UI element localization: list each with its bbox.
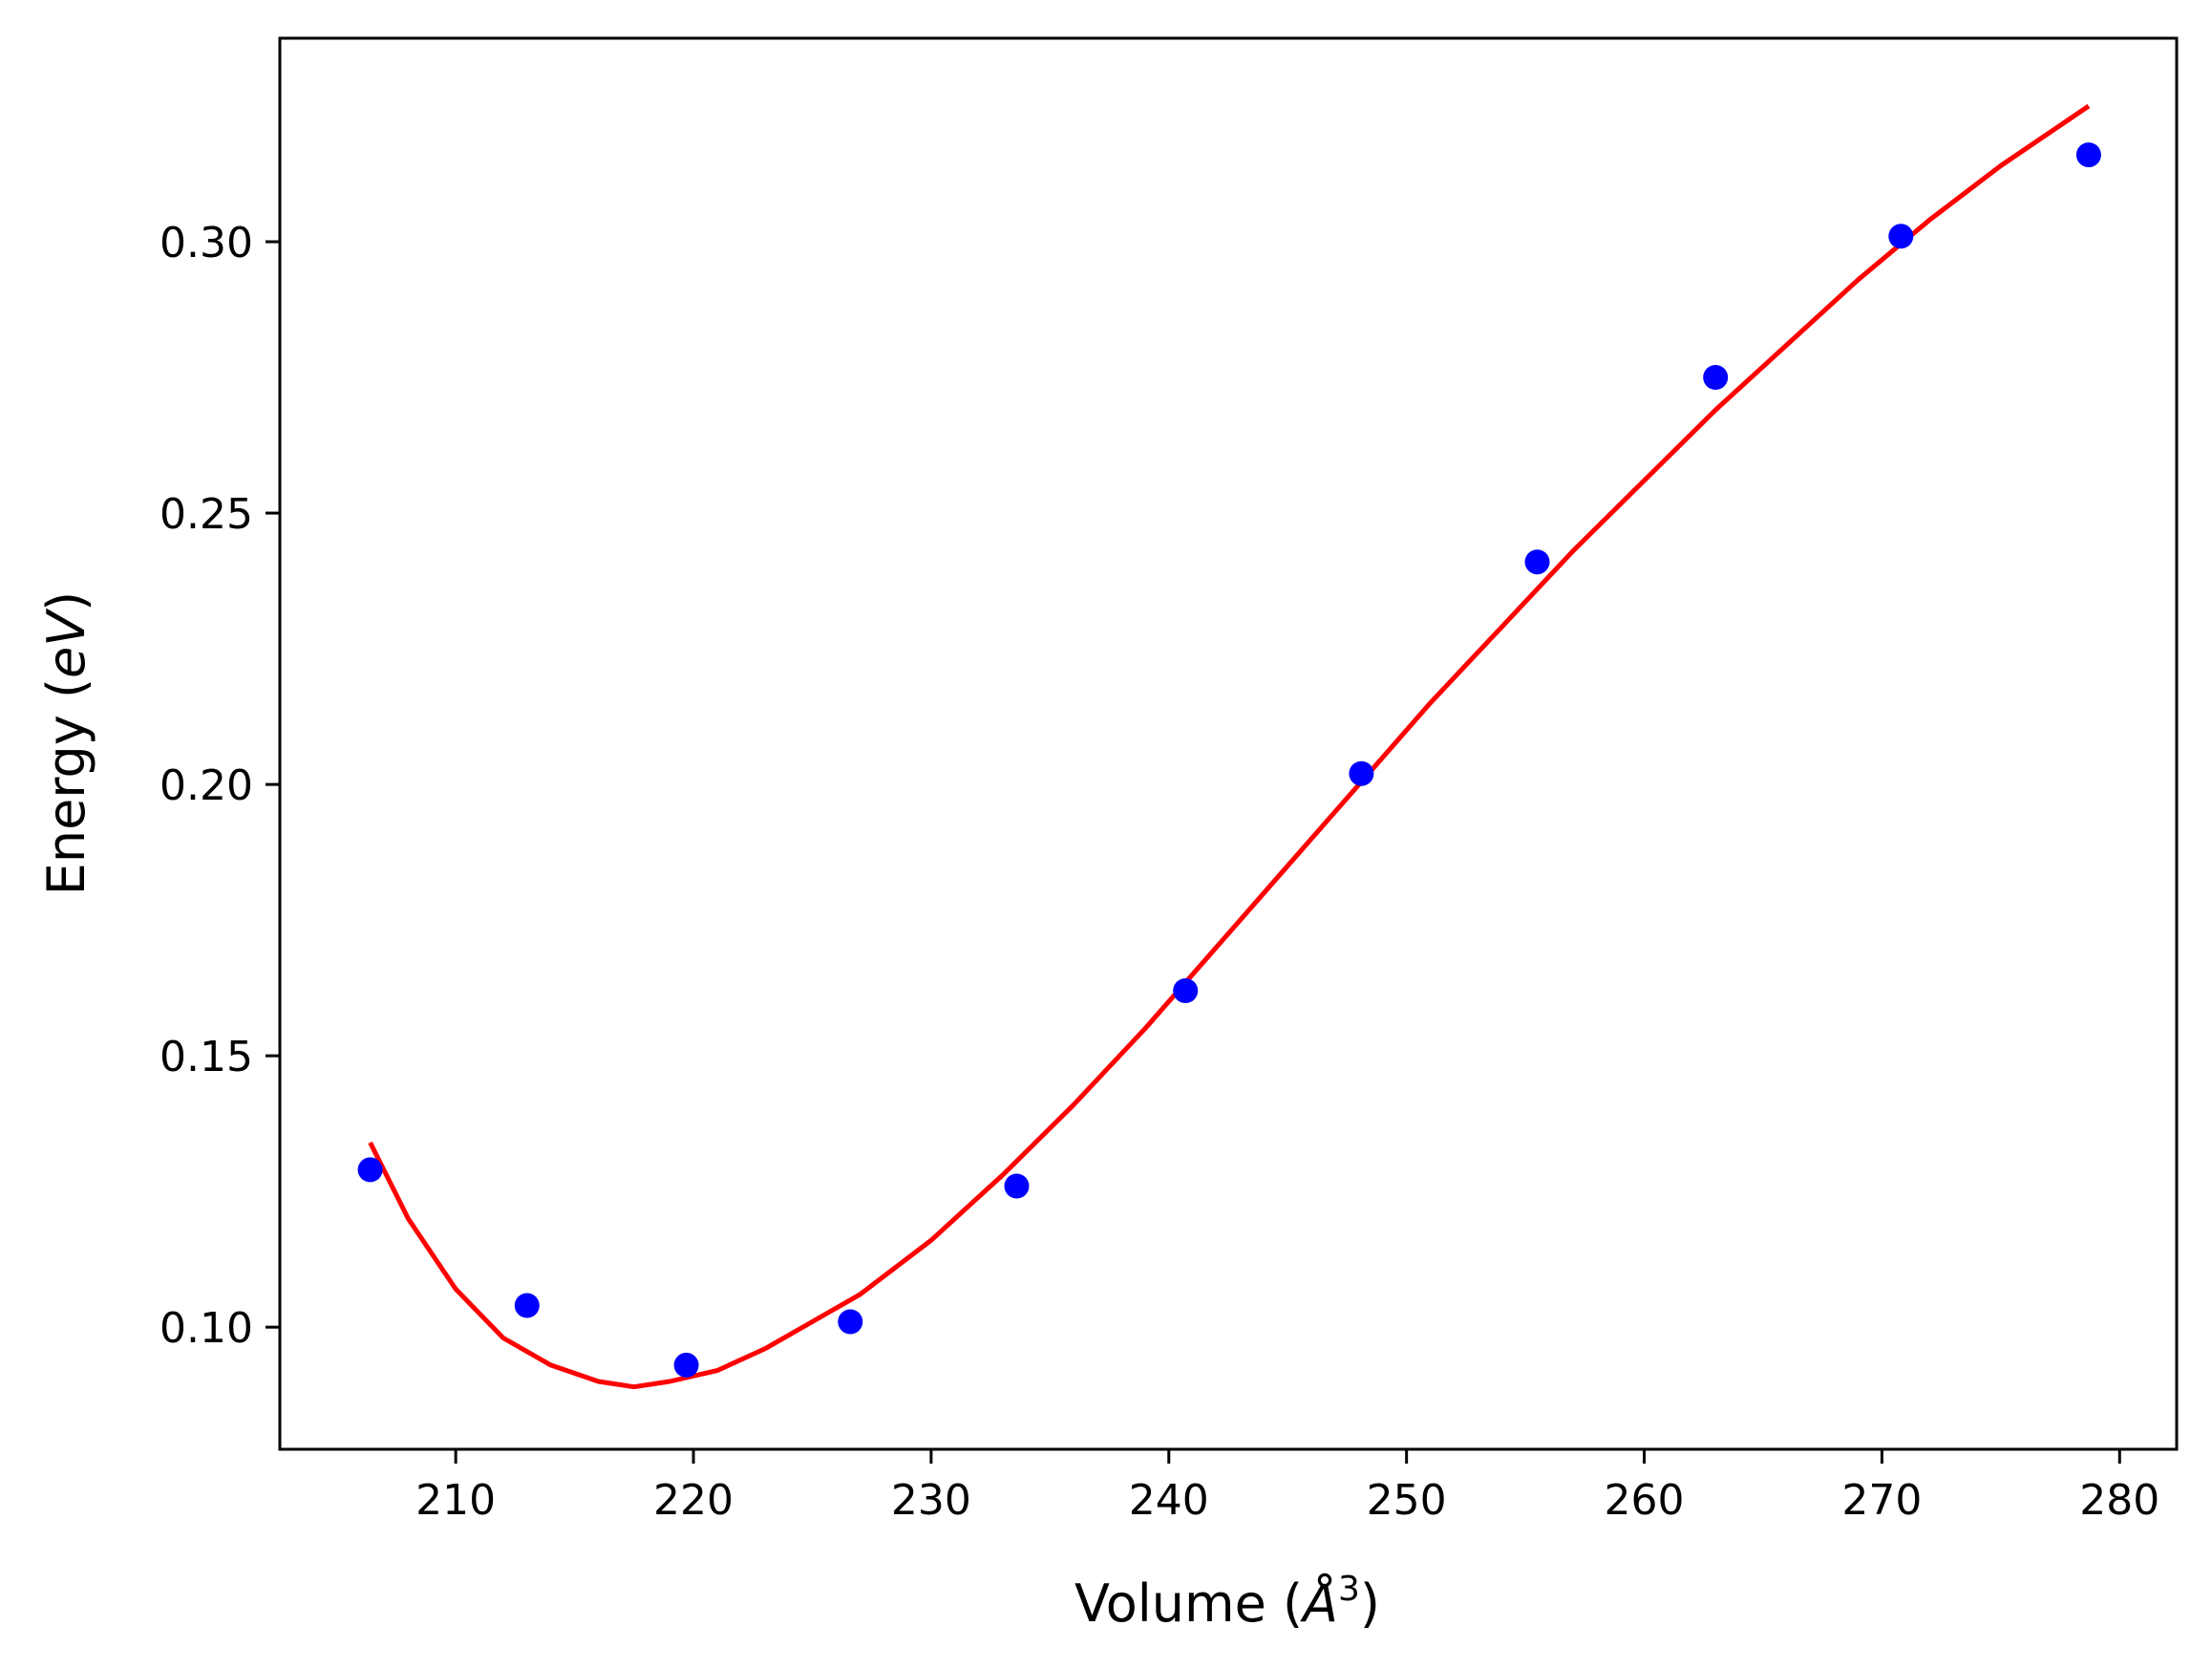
data-point — [838, 1309, 863, 1335]
plot-frame — [278, 36, 2179, 1451]
data-point — [2075, 142, 2101, 168]
fit-line — [368, 103, 2091, 1390]
x-axis: 210 220 230 240 250 260 270 280 — [415, 1449, 2159, 1525]
x-tick-label: 210 — [415, 1476, 496, 1525]
x-tick-label: 260 — [1605, 1476, 1685, 1525]
data-point — [1524, 549, 1550, 575]
data-point — [514, 1293, 540, 1318]
data-point — [1004, 1173, 1030, 1199]
x-tick-label: 220 — [653, 1476, 734, 1525]
x-tick-label: 250 — [1367, 1476, 1447, 1525]
fit-line-layer — [368, 103, 2091, 1390]
y-tick-label: 0.15 — [160, 1033, 253, 1081]
x-axis-label-prefix: Volume ( — [1074, 1573, 1303, 1634]
data-point — [357, 1157, 383, 1183]
x-tick-label: 240 — [1129, 1476, 1209, 1525]
x-axis-label: Volume (Å3) — [1074, 1570, 1380, 1634]
x-axis-label-power: 3 — [1338, 1570, 1360, 1609]
y-axis-label-suffix: ) — [36, 591, 96, 611]
y-axis-label-prefix: Energy ( — [36, 678, 96, 895]
y-tick-label: 0.25 — [160, 490, 253, 539]
data-point — [1349, 760, 1374, 786]
data-point — [1888, 224, 1914, 249]
y-tick-label: 0.10 — [160, 1304, 253, 1353]
y-axis-label: Energy (eV) — [36, 591, 96, 896]
x-axis-label-suffix: ) — [1360, 1573, 1380, 1634]
data-point — [1173, 978, 1199, 1003]
x-tick-label: 280 — [2079, 1476, 2159, 1525]
y-tick-label: 0.30 — [160, 219, 253, 267]
x-axis-label-symbol: Å — [1300, 1573, 1338, 1634]
data-point — [673, 1352, 699, 1378]
data-point — [1703, 365, 1729, 390]
y-tick-label: 0.20 — [160, 761, 253, 810]
y-axis-label-unit: eV — [36, 608, 96, 678]
x-tick-label: 230 — [891, 1476, 971, 1525]
y-axis: 0.10 0.15 0.20 0.25 0.30 — [160, 219, 280, 1353]
points-layer — [357, 142, 2101, 1378]
x-tick-label: 270 — [1841, 1476, 1922, 1525]
